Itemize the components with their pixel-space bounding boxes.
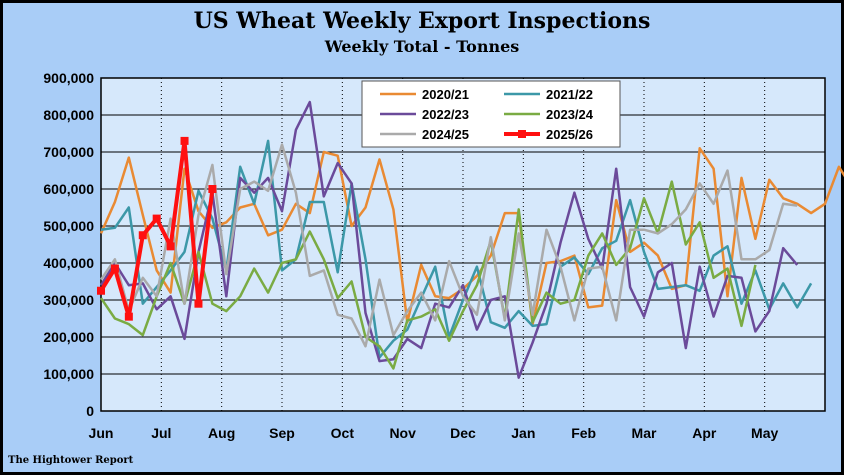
- footer-source: The Hightower Report: [8, 455, 134, 466]
- x-tick-label: Jun: [89, 425, 114, 441]
- y-tick-label: 0: [86, 403, 94, 419]
- series-line-2022-23: [99, 100, 799, 379]
- y-tick-label: 600,000: [43, 181, 94, 197]
- legend-label: 2025/26: [546, 127, 593, 142]
- series-point-2025-26: [97, 286, 105, 295]
- y-tick-label: 700,000: [43, 144, 94, 160]
- y-tick-label: 200,000: [43, 329, 94, 345]
- x-tick-label: Sep: [269, 425, 295, 441]
- series-point-2025-26: [194, 299, 203, 308]
- y-tick-label: 500,000: [43, 218, 94, 234]
- chart-title: US Wheat Weekly Export Inspections: [193, 8, 651, 34]
- x-tick-label: Mar: [632, 425, 657, 441]
- series-point-2025-26: [152, 214, 161, 223]
- x-tick-label: Nov: [389, 425, 416, 441]
- x-tick-label: Feb: [571, 425, 596, 441]
- y-tick-label: 100,000: [43, 366, 94, 382]
- series-point-2025-26: [110, 264, 119, 273]
- x-tick-label: Jul: [151, 425, 171, 441]
- legend-box: [361, 80, 621, 148]
- legend-swatch-marker: [518, 130, 526, 138]
- x-tick-label: Jan: [511, 425, 535, 441]
- series-line-2023-24: [99, 180, 757, 370]
- y-tick-label: 800,000: [43, 107, 94, 123]
- series-point-2025-26: [124, 312, 133, 321]
- x-tick-label: Dec: [450, 425, 476, 441]
- legend-label: 2020/21: [422, 87, 469, 102]
- legend-label: 2023/24: [546, 107, 594, 122]
- series-point-2025-26: [208, 185, 217, 193]
- x-tick-label: Oct: [331, 425, 355, 441]
- series-point-2025-26: [166, 242, 175, 251]
- x-tick-label: Apr: [692, 425, 717, 441]
- series-point-2025-26: [180, 136, 189, 145]
- x-tick-label: May: [751, 425, 778, 441]
- y-tick-label: 400,000: [43, 255, 94, 271]
- y-tick-label: 300,000: [43, 292, 94, 308]
- x-tick-label: Aug: [208, 425, 235, 441]
- legend-label: 2024/25: [422, 127, 469, 142]
- series-line-2024-25: [99, 143, 798, 348]
- series-point-2025-26: [138, 231, 147, 240]
- legend-label: 2022/23: [422, 107, 469, 122]
- chart-subtitle: Weekly Total - Tonnes: [324, 37, 520, 56]
- y-tick-label: 900,000: [43, 70, 94, 86]
- legend-label: 2021/22: [546, 87, 593, 102]
